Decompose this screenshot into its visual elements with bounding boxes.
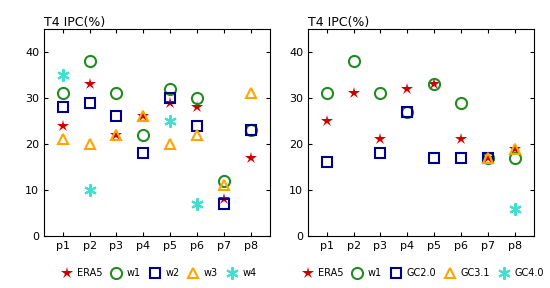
Text: T4 IPC(%): T4 IPC(%) <box>308 16 369 29</box>
Text: T4 IPC(%): T4 IPC(%) <box>44 16 105 29</box>
Legend: ERA5, w1, w2, w3, w4: ERA5, w1, w2, w3, w4 <box>57 268 257 278</box>
Legend: ERA5, w1, GC2.0, GC3.1, GC4.0: ERA5, w1, GC2.0, GC3.1, GC4.0 <box>298 268 544 278</box>
